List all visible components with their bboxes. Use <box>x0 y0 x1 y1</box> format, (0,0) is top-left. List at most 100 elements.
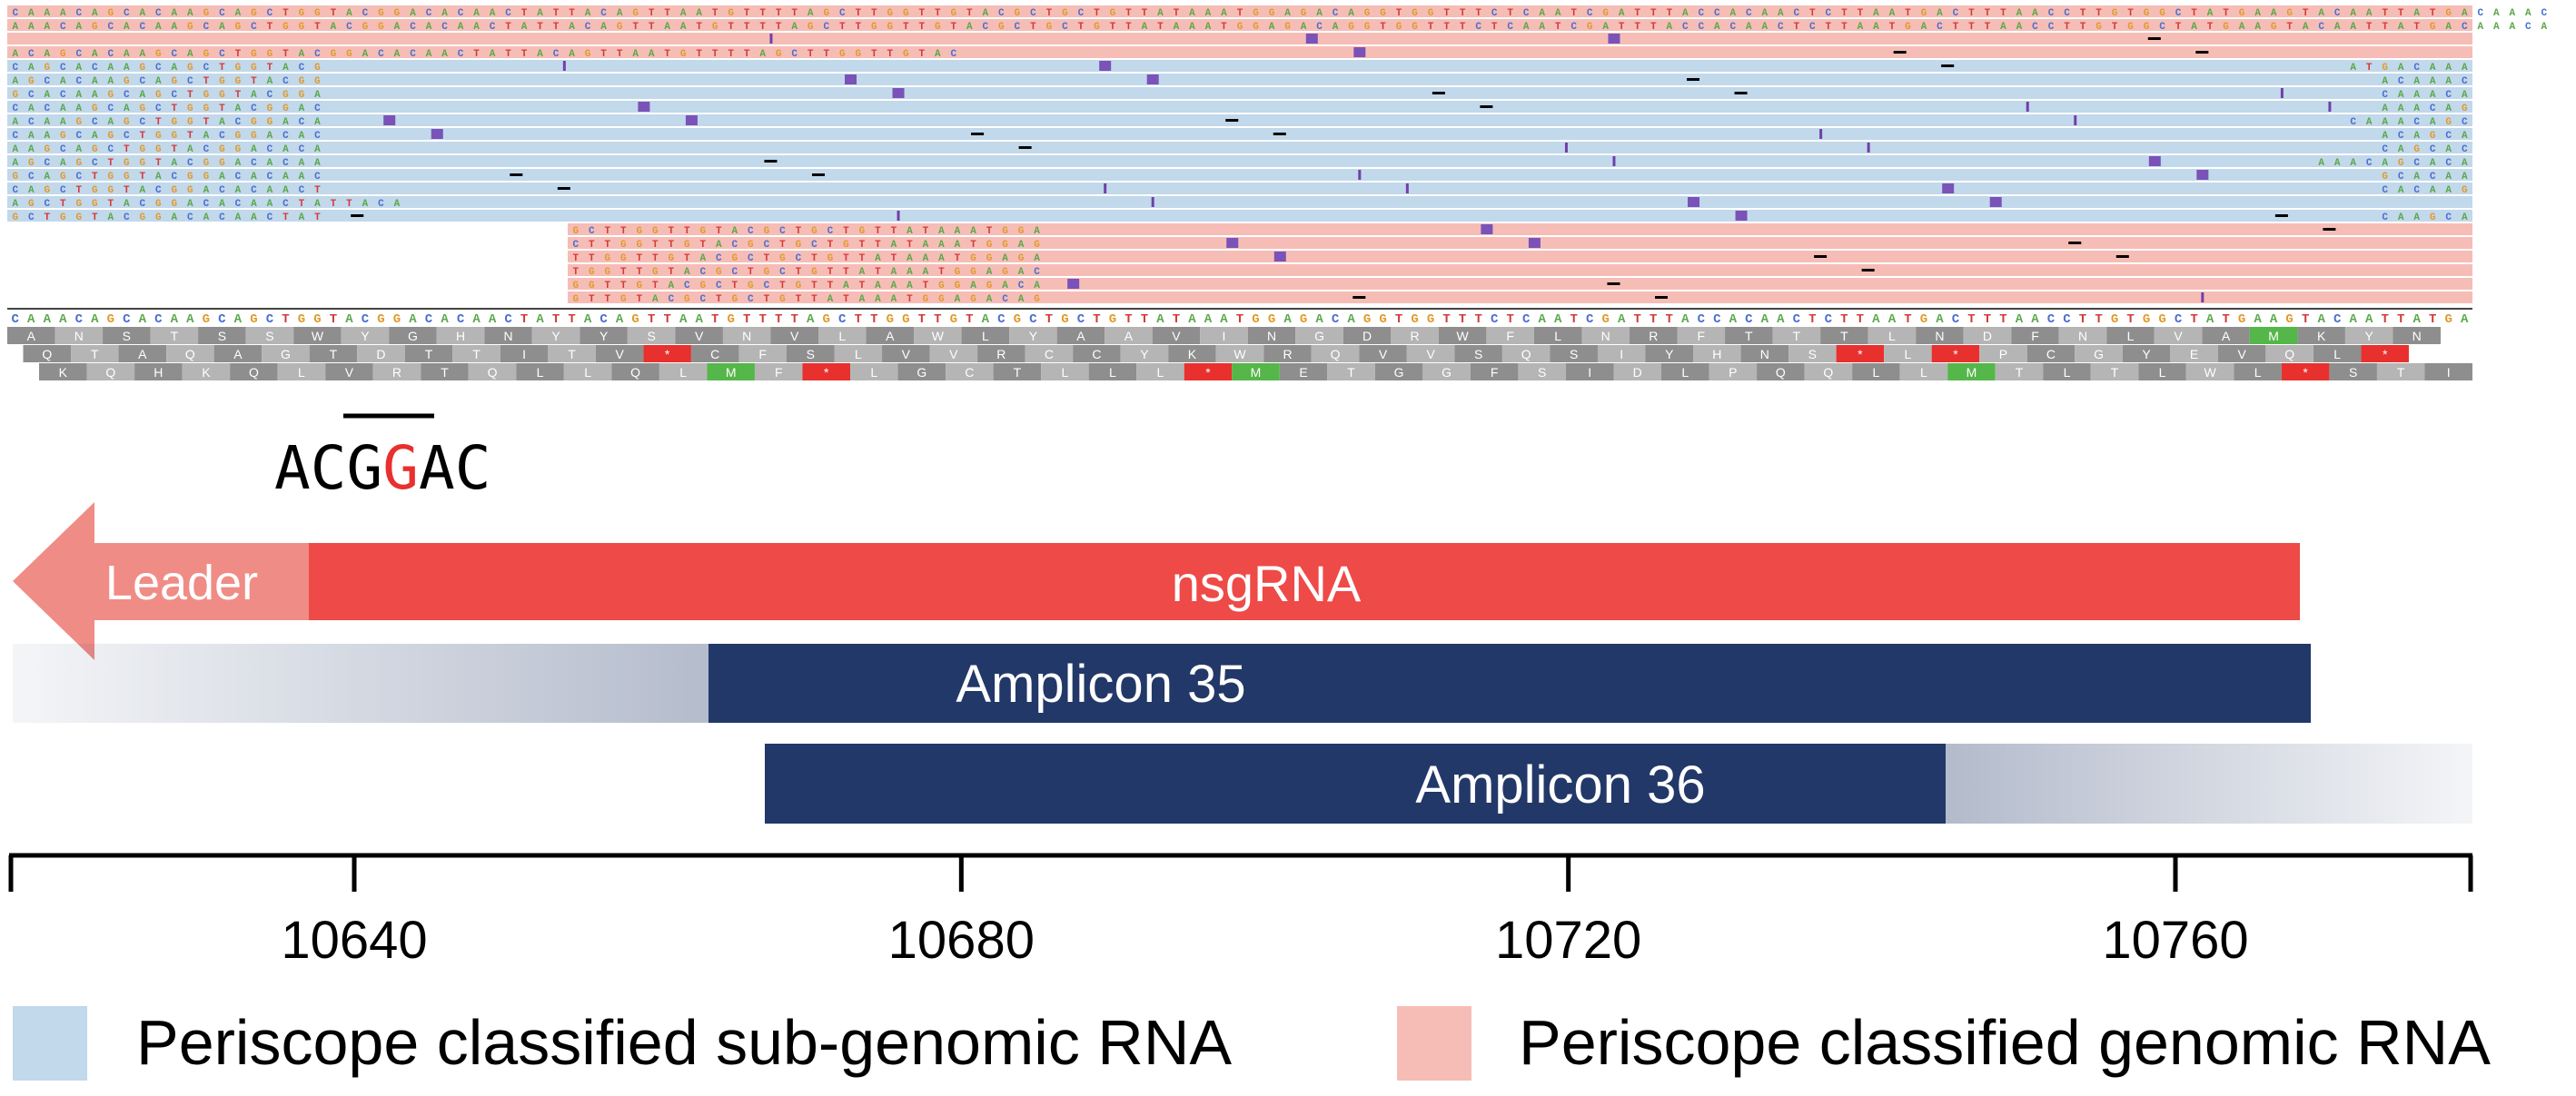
svg-text:C: C <box>1034 267 1040 278</box>
svg-text:A: A <box>267 76 273 87</box>
svg-text:T: T <box>2080 22 2086 33</box>
read-row: AGCAGCTGGTACGGACACAAAAACAGCACA <box>7 155 2472 169</box>
svg-text:A: A <box>1682 8 1689 19</box>
amino-acid: K <box>2317 329 2326 343</box>
svg-text:C: C <box>12 104 18 114</box>
amino-acid: T <box>91 347 99 361</box>
svg-text:G: G <box>124 172 130 183</box>
svg-text:G: G <box>282 90 289 101</box>
svg-text:G: G <box>855 49 861 60</box>
amino-acid: S <box>218 329 226 343</box>
svg-text:G: G <box>187 172 193 183</box>
amino-acid: T <box>2111 365 2119 380</box>
amino-acid: Q <box>1823 365 1833 380</box>
svg-text:T: T <box>282 49 289 60</box>
reference-base: A <box>2016 312 2024 327</box>
svg-text:A: A <box>1873 8 1879 19</box>
amino-acid: L <box>2159 365 2166 380</box>
svg-text:A: A <box>1746 22 1752 33</box>
read-row <box>7 33 2472 44</box>
svg-text:A: A <box>2493 8 2500 19</box>
svg-text:C: C <box>28 117 35 128</box>
amino-acid: I <box>2447 365 2451 380</box>
reference-base: A <box>2254 312 2262 327</box>
svg-text:A: A <box>172 158 178 169</box>
reference-base: T <box>759 312 767 327</box>
svg-text:C: C <box>92 158 98 169</box>
reference-base: A <box>2349 312 2357 327</box>
reference-base: T <box>2079 312 2086 327</box>
reference-base: T <box>330 312 337 327</box>
svg-text:G: G <box>986 281 993 291</box>
svg-text:G: G <box>299 76 305 87</box>
amino-acid: R <box>996 347 1006 361</box>
amino-acid: V <box>949 347 958 361</box>
svg-text:G: G <box>75 199 82 210</box>
svg-text:G: G <box>282 22 289 33</box>
amino-acid: L <box>838 329 846 343</box>
svg-text:A: A <box>600 22 607 33</box>
svg-text:A: A <box>923 253 929 264</box>
svg-text:A: A <box>2398 185 2404 196</box>
amino-acid: T <box>1347 365 1355 380</box>
svg-text:A: A <box>2271 8 2277 19</box>
svg-text:T: T <box>759 8 766 19</box>
svg-text:T: T <box>331 8 337 19</box>
svg-text:G: G <box>172 117 178 128</box>
svg-text:C: C <box>839 8 846 19</box>
genome-axis: 10640 10680 10720 10760 <box>9 855 2472 970</box>
svg-text:A: A <box>2413 172 2420 183</box>
svg-text:A: A <box>203 212 210 223</box>
svg-text:T: T <box>1841 8 1848 19</box>
reference-base: G <box>1252 312 1259 327</box>
reference-base: A <box>536 312 544 327</box>
svg-text:G: G <box>970 267 976 278</box>
svg-text:A: A <box>1002 281 1008 291</box>
reference-base: G <box>1014 312 1021 327</box>
svg-text:A: A <box>1348 8 1354 19</box>
svg-text:G: G <box>986 253 993 264</box>
reference-base: T <box>2381 312 2388 327</box>
reference-base: T <box>870 312 877 327</box>
svg-text:A: A <box>938 226 945 237</box>
svg-text:G: G <box>1905 22 1911 33</box>
svg-text:G: G <box>394 8 401 19</box>
read-row: TTGGTTGTACGCTGCTGTTATAAATGGAGA <box>568 251 2472 264</box>
svg-text:A: A <box>473 22 480 33</box>
svg-text:G: G <box>92 199 98 210</box>
svg-text:A: A <box>617 8 623 19</box>
amino-acid: G <box>916 365 926 380</box>
svg-text:C: C <box>314 49 321 60</box>
svg-text:T: T <box>728 49 734 60</box>
svg-text:C: C <box>378 49 384 60</box>
svg-text:A: A <box>2382 104 2388 114</box>
reference-base: A <box>2270 312 2278 327</box>
svg-text:C: C <box>2398 172 2404 183</box>
svg-text:G: G <box>187 22 193 33</box>
svg-text:A: A <box>235 212 242 223</box>
svg-text:G: G <box>362 22 369 33</box>
svg-text:C: C <box>410 49 416 60</box>
svg-text:C: C <box>2382 185 2388 196</box>
svg-text:G: G <box>251 49 257 60</box>
reference-base: T <box>568 312 575 327</box>
svg-text:G: G <box>2382 63 2388 74</box>
reference-base: C <box>504 312 512 327</box>
svg-text:A: A <box>2303 22 2309 33</box>
svg-text:T: T <box>473 49 480 60</box>
svg-text:A: A <box>394 49 401 60</box>
reference-base: C <box>1698 312 1706 327</box>
svg-text:T: T <box>537 22 543 33</box>
reference-base: T <box>1634 312 1641 327</box>
svg-text:G: G <box>92 104 98 114</box>
svg-text:G: G <box>140 104 146 114</box>
svg-text:T: T <box>267 22 273 33</box>
svg-text:G: G <box>251 8 257 19</box>
svg-text:A: A <box>251 90 257 101</box>
amino-acid: V <box>2237 347 2246 361</box>
svg-text:G: G <box>1364 22 1371 33</box>
amino-acid: V <box>345 365 354 380</box>
svg-text:G: G <box>669 253 675 264</box>
svg-text:A: A <box>219 117 225 128</box>
